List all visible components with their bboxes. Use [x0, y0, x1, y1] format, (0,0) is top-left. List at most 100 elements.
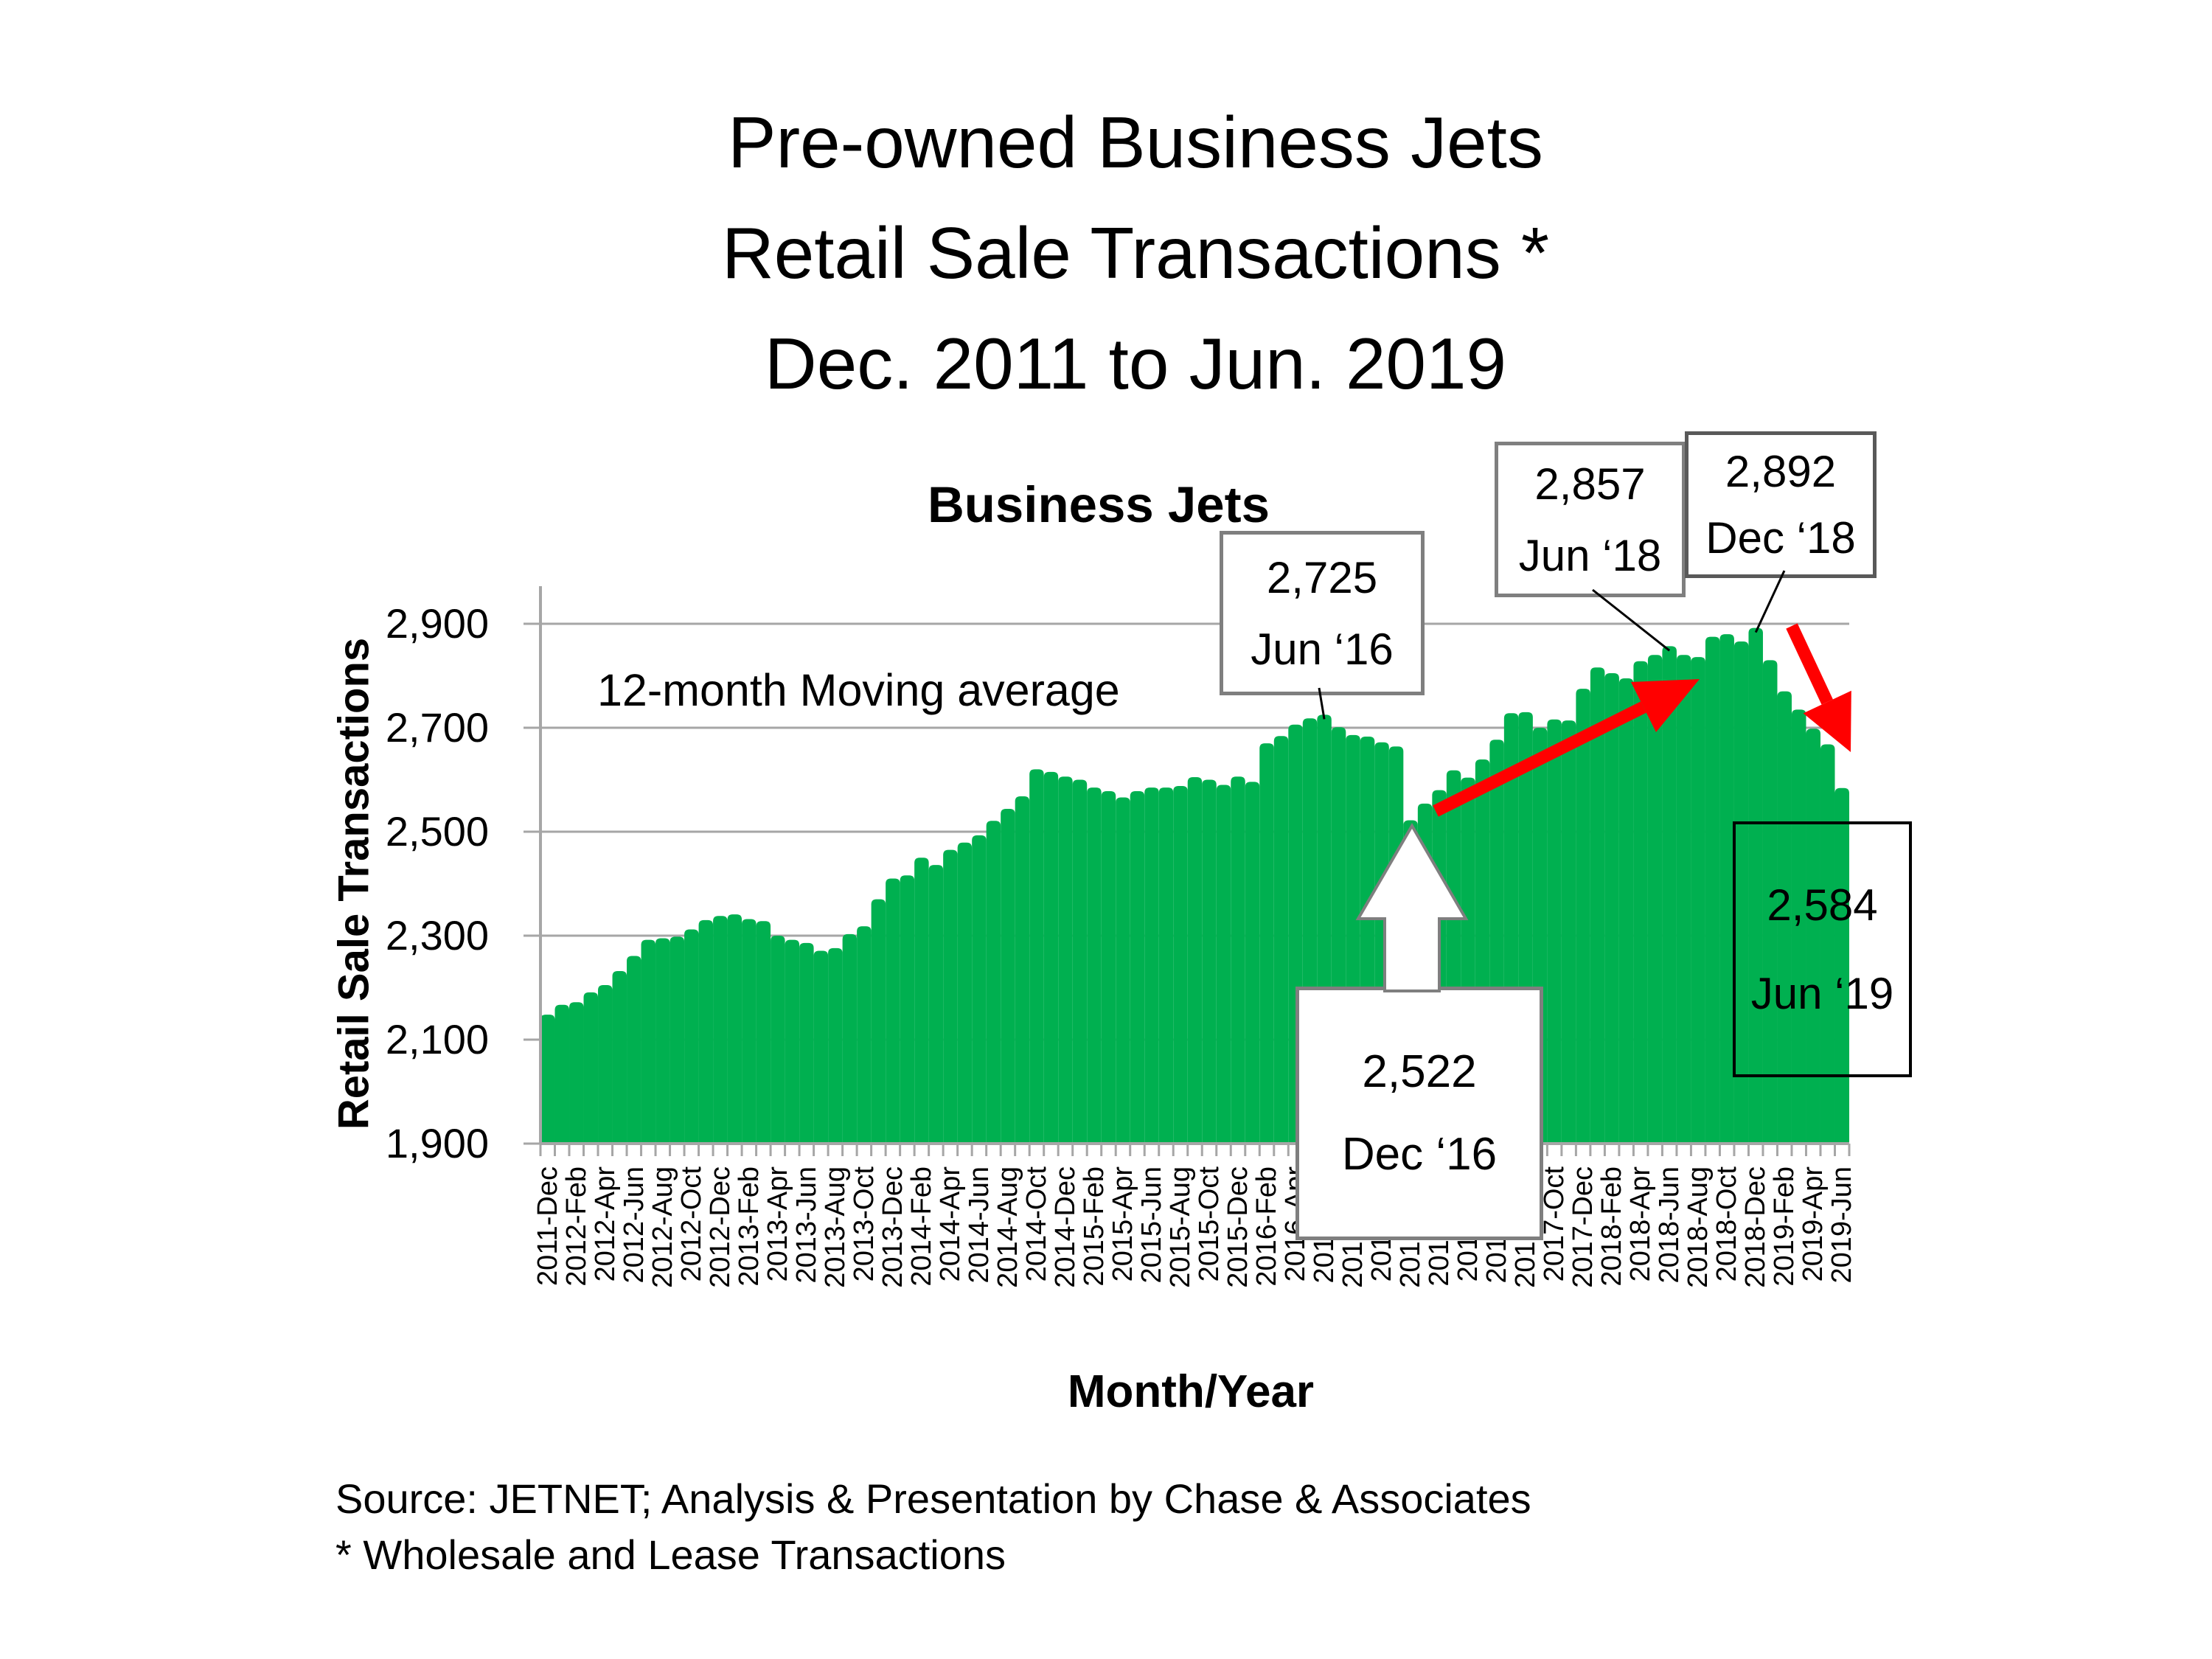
moving-average-label: 12-month Moving average	[597, 665, 1120, 715]
area-bar	[1633, 661, 1648, 1144]
x-tick-label: 2015-Oct	[1194, 1166, 1225, 1282]
area-bar	[1647, 655, 1663, 1144]
y-tick-label: 1,900	[385, 1120, 489, 1166]
y-tick-label: 2,700	[385, 704, 489, 751]
area-bar	[1173, 785, 1188, 1144]
area-bar	[641, 939, 656, 1144]
trend-down-arrow-shaft	[1786, 623, 1833, 705]
x-tick-label: 2011-Dec	[532, 1166, 563, 1286]
area-bar	[1676, 655, 1691, 1144]
area-bar	[871, 899, 886, 1144]
area-bar	[1144, 787, 1159, 1144]
x-tick-label: 2014-Oct	[1020, 1166, 1052, 1282]
area-bar	[1001, 808, 1015, 1144]
callout-jun-18: 2,857 Jun ‘18	[1495, 442, 1686, 597]
area-bar	[1561, 720, 1576, 1144]
x-tick-label: 2015-Feb	[1078, 1166, 1110, 1287]
x-tick-label: 2019-Jun	[1826, 1166, 1858, 1284]
x-tick-label: 2012-Dec	[704, 1166, 736, 1288]
footnote-line: * Wholesale and Lease Transactions	[335, 1531, 1006, 1578]
x-tick-label: 2013-Feb	[733, 1166, 765, 1287]
area-bar	[900, 875, 915, 1144]
x-tick-label: 2018-Aug	[1683, 1166, 1714, 1288]
area-bar	[1130, 791, 1145, 1144]
chart-title: Business Jets	[927, 476, 1270, 533]
area-bar	[813, 950, 829, 1144]
y-tick-label: 2,900	[385, 600, 489, 647]
area-bar	[583, 992, 599, 1144]
x-tick-label: 2015-Dec	[1222, 1166, 1254, 1288]
page-title-line-2: Retail Sale Transactions *	[721, 212, 1550, 293]
area-bar	[1187, 776, 1203, 1144]
x-tick-label: 2018-Feb	[1596, 1166, 1628, 1287]
callout-jun-19: 2,584 Jun ‘19	[1733, 821, 1912, 1077]
area-bar	[957, 842, 973, 1144]
x-tick-label: 2014-Apr	[934, 1166, 966, 1282]
area-bar	[972, 835, 987, 1144]
area-bar	[842, 933, 858, 1144]
x-tick-label: 2016-Feb	[1251, 1166, 1283, 1287]
area-bar	[785, 939, 800, 1144]
area-bar	[886, 878, 900, 1144]
area-bar	[1662, 646, 1677, 1144]
area-bar	[669, 936, 685, 1144]
x-tick-label: 2014-Feb	[905, 1166, 937, 1287]
x-tick-label: 2017-Oct	[1539, 1166, 1571, 1282]
x-tick-label: 2012-Feb	[560, 1166, 592, 1287]
x-tick-label: 2013-Apr	[762, 1166, 793, 1282]
area-bar	[1576, 689, 1590, 1144]
area-bar	[554, 1004, 570, 1144]
area-bar	[627, 956, 641, 1144]
x-tick-label: 2015-Aug	[1164, 1166, 1196, 1288]
area-bar	[569, 1002, 584, 1144]
block-up-arrow	[1355, 823, 1469, 992]
x-tick-label: 2012-Oct	[675, 1166, 707, 1282]
page-title: Pre-owned Business Jets Retail Sale Tran…	[339, 87, 1932, 419]
area-bar	[684, 929, 699, 1144]
x-tick-label: 2019-Feb	[1769, 1166, 1801, 1287]
trend-down-arrow	[1786, 623, 1851, 752]
x-tick-label: 2013-Jun	[790, 1166, 822, 1284]
x-axis-title: Month/Year	[1067, 1366, 1315, 1417]
x-tick-label: 2012-Jun	[618, 1166, 650, 1284]
callout-date: Jun ‘16	[1251, 624, 1394, 674]
area-bar	[1216, 785, 1231, 1144]
callout-dec-18: 2,892 Dec ‘18	[1685, 431, 1877, 578]
trend-up-arrow-head	[1630, 679, 1700, 733]
area-bar	[540, 1015, 555, 1144]
area-bar	[1087, 787, 1102, 1144]
x-tick-label: 2015-Apr	[1107, 1166, 1138, 1282]
callout-date: Jun ‘19	[1750, 968, 1894, 1018]
x-tick-label: 2012-Apr	[589, 1166, 621, 1282]
x-tick-label: 2014-Jun	[963, 1166, 995, 1284]
area-bar	[928, 865, 944, 1144]
callout-date: Dec ‘18	[1705, 512, 1856, 563]
x-tick-label: 2013-Oct	[848, 1166, 880, 1282]
x-tick-label: 2017-Dec	[1568, 1166, 1599, 1288]
area-bar	[986, 821, 1001, 1144]
page-title-line-3: Dec. 2011 to Jun. 2019	[764, 323, 1507, 404]
callout-value: 2,584	[1767, 880, 1878, 930]
area-bar	[771, 936, 785, 1144]
callout-date: Jun ‘18	[1518, 530, 1662, 580]
area-bar	[713, 916, 728, 1144]
x-tick-label: 2014-Aug	[992, 1166, 1023, 1288]
callout-dec-16: 2,522 Dec ‘16	[1295, 987, 1543, 1240]
area-bar	[914, 858, 929, 1144]
trend-up-arrow	[1433, 679, 1700, 817]
callout-date: Dec ‘16	[1341, 1129, 1498, 1180]
area-bar	[1245, 782, 1260, 1144]
area-bar	[1116, 797, 1130, 1144]
area-bar	[727, 914, 742, 1144]
callout-leader-line	[1592, 588, 1671, 652]
y-tick-label: 2,300	[385, 912, 489, 959]
area-bar	[1691, 657, 1705, 1144]
area-bar	[756, 921, 771, 1144]
trend-up-arrow-shaft	[1433, 701, 1646, 817]
area-bar	[1273, 736, 1289, 1144]
x-tick-label: 2018-Oct	[1711, 1166, 1743, 1282]
area-bar	[1202, 779, 1217, 1144]
x-tick-label: 2019-Apr	[1798, 1166, 1829, 1282]
area-bar	[1231, 776, 1245, 1144]
